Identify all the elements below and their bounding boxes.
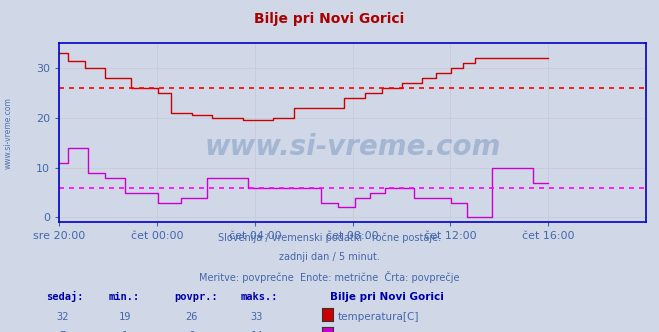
Text: sedaj:: sedaj: <box>46 291 84 302</box>
Text: 19: 19 <box>119 312 131 322</box>
Text: maks.:: maks.: <box>241 292 278 302</box>
Text: povpr.:: povpr.: <box>175 292 218 302</box>
Text: Bilje pri Novi Gorici: Bilje pri Novi Gorici <box>330 292 444 302</box>
Text: www.si-vreme.com: www.si-vreme.com <box>204 133 501 161</box>
Text: temperatura[C]: temperatura[C] <box>338 312 420 322</box>
Text: 1: 1 <box>122 331 129 332</box>
Text: zadnji dan / 5 minut.: zadnji dan / 5 minut. <box>279 252 380 262</box>
Text: 26: 26 <box>185 312 197 322</box>
Text: 6: 6 <box>188 331 194 332</box>
Text: 14: 14 <box>251 331 263 332</box>
Text: www.si-vreme.com: www.si-vreme.com <box>3 97 13 169</box>
Text: Bilje pri Novi Gorici: Bilje pri Novi Gorici <box>254 12 405 26</box>
Text: min.:: min.: <box>109 292 140 302</box>
Text: hitrost vetra[m/s]: hitrost vetra[m/s] <box>338 331 430 332</box>
Text: Slovenija / vremenski podatki - ročne postaje.: Slovenija / vremenski podatki - ročne po… <box>218 232 441 243</box>
Text: 7: 7 <box>59 331 66 332</box>
Text: 33: 33 <box>251 312 263 322</box>
Text: Meritve: povprečne  Enote: metrične  Črta: povprečje: Meritve: povprečne Enote: metrične Črta:… <box>199 271 460 283</box>
Text: 32: 32 <box>57 312 69 322</box>
